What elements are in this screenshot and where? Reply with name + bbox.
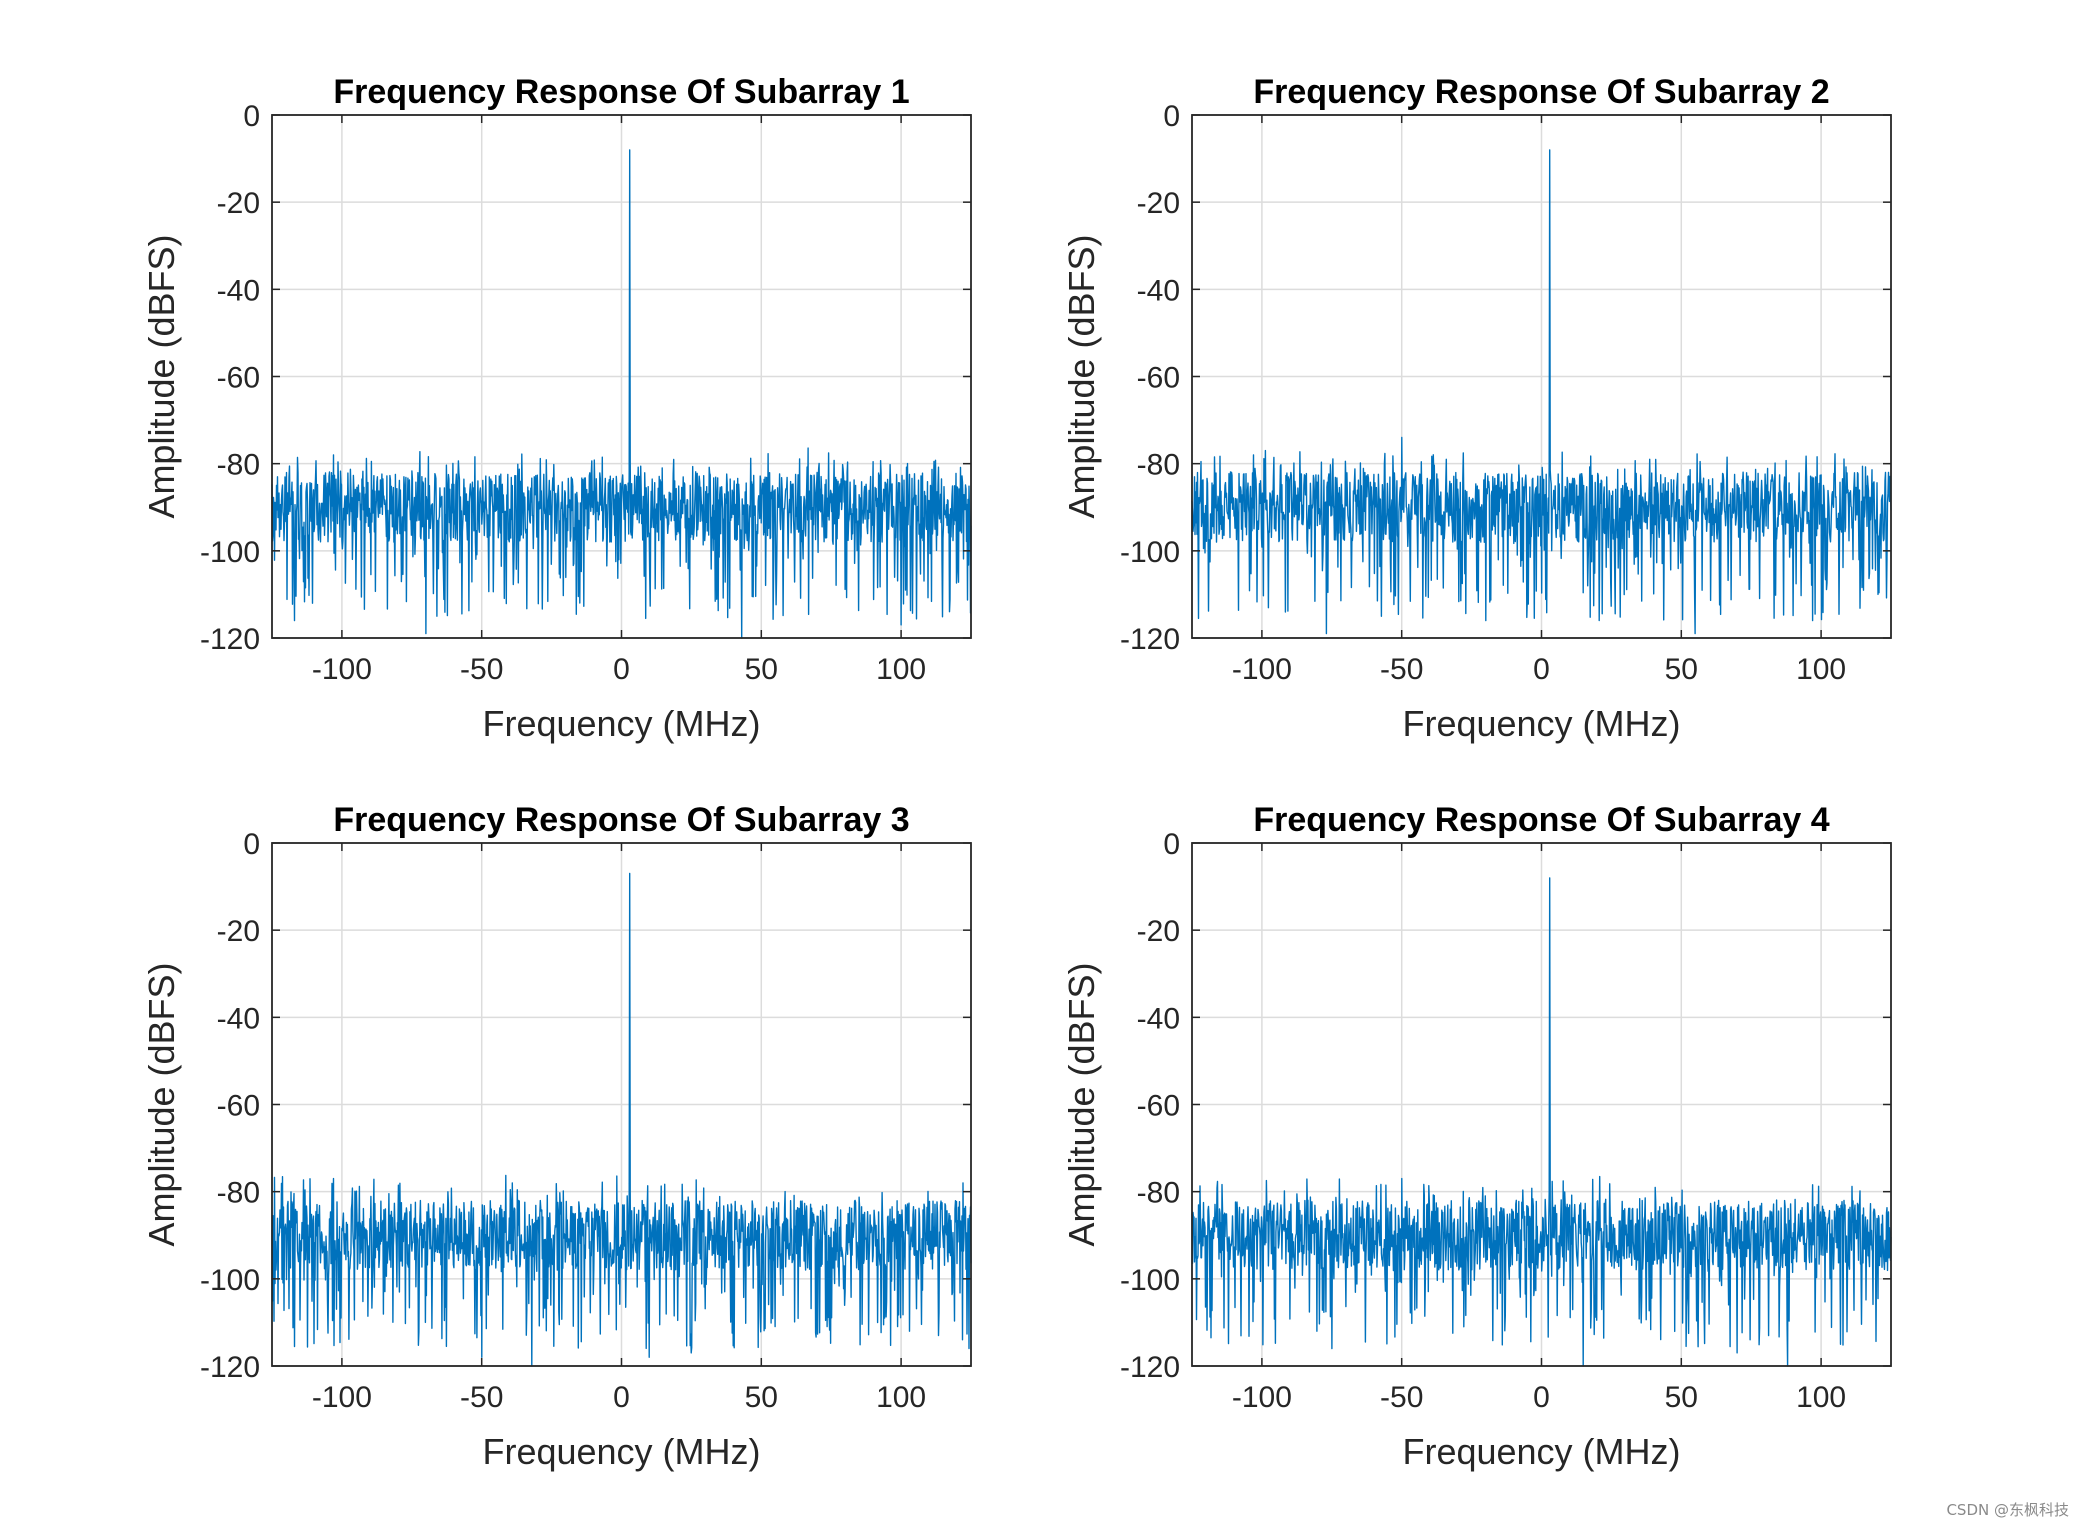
y-tick-label: -20 <box>1137 915 1180 948</box>
series-line <box>1191 149 1892 635</box>
y-tick-label: -60 <box>217 1090 260 1123</box>
y-tick-label: -100 <box>1120 1264 1180 1297</box>
subplot-4: -100 -50 0 50 100 0 -20 -40 -60 -80 -100 -120 Freque… <box>1061 801 1892 1472</box>
x-tick-label: -50 <box>460 1381 503 1414</box>
y-tick-label: -120 <box>200 1351 260 1384</box>
x-tick-label: 0 <box>613 653 630 686</box>
subplot-1: -100 -50 0 50 100 0 -20 -40 -60 -80 -100 -120 Freque… <box>141 73 972 744</box>
y-tick-label: -40 <box>217 274 260 307</box>
x-tick-label: 0 <box>613 1381 630 1414</box>
y-tick-label: -100 <box>200 1264 260 1297</box>
y-tick-label: 0 <box>1163 100 1180 133</box>
y-tick-label: -40 <box>217 1002 260 1035</box>
watermark: CSDN @东枫科技 <box>1946 1501 2069 1519</box>
y-axis-label: Amplitude (dBFS) <box>141 962 182 1246</box>
series-line <box>271 149 972 639</box>
ticks <box>272 114 971 639</box>
y-tick-label: -120 <box>1120 623 1180 656</box>
y-tick-label: -60 <box>1137 1090 1180 1123</box>
ticks <box>1192 114 1891 639</box>
x-axis-label: Frequency (MHz) <box>1402 1431 1680 1472</box>
x-tick-label: 100 <box>876 653 926 686</box>
y-tick-label: -80 <box>217 1177 260 1210</box>
y-tick-label: -20 <box>217 915 260 948</box>
x-tick-label: -50 <box>460 653 503 686</box>
x-tick-label: -100 <box>1232 1381 1292 1414</box>
y-tick-label: -20 <box>1137 187 1180 220</box>
x-tick-label: 100 <box>876 1381 926 1414</box>
x-tick-label: 100 <box>1796 653 1846 686</box>
y-tick-label: 0 <box>243 828 260 861</box>
x-axis-label: Frequency (MHz) <box>482 1431 760 1472</box>
x-tick-label: 50 <box>745 653 778 686</box>
y-tick-label: -80 <box>1137 1177 1180 1210</box>
x-tick-label: 50 <box>1665 1381 1698 1414</box>
y-tick-label: -40 <box>1137 274 1180 307</box>
y-tick-label: -80 <box>1137 449 1180 482</box>
y-tick-label: -120 <box>1120 1351 1180 1384</box>
x-tick-label: -50 <box>1380 653 1423 686</box>
x-tick-label: 0 <box>1533 653 1550 686</box>
x-tick-label: -50 <box>1380 1381 1423 1414</box>
x-axis-label: Frequency (MHz) <box>1402 703 1680 744</box>
y-tick-label: -60 <box>217 362 260 395</box>
series-line <box>271 872 972 1367</box>
x-tick-label: 50 <box>1665 653 1698 686</box>
chart-title: Frequency Response Of Subarray 1 <box>333 73 909 111</box>
x-axis-label: Frequency (MHz) <box>482 703 760 744</box>
y-tick-label: -100 <box>1120 536 1180 569</box>
y-axis-label: Amplitude (dBFS) <box>1061 962 1102 1246</box>
x-tick-label: 50 <box>745 1381 778 1414</box>
x-tick-label: -100 <box>1232 653 1292 686</box>
x-tick-label: 100 <box>1796 1381 1846 1414</box>
subplot-2: -100 -50 0 50 100 0 -20 -40 -60 -80 -100 -120 Freque… <box>1061 73 1892 744</box>
ticks <box>1192 842 1891 1367</box>
y-tick-label: -120 <box>200 623 260 656</box>
y-tick-label: 0 <box>243 100 260 133</box>
subplot-3: -100 -50 0 50 100 0 -20 -40 -60 -80 -100 -120 Freque… <box>141 801 972 1472</box>
x-tick-label: 0 <box>1533 1381 1550 1414</box>
y-axis-label: Amplitude (dBFS) <box>141 234 182 518</box>
y-tick-label: 0 <box>1163 828 1180 861</box>
chart-title: Frequency Response Of Subarray 3 <box>333 801 909 839</box>
y-tick-label: -20 <box>217 187 260 220</box>
series-line <box>1191 877 1892 1367</box>
y-tick-label: -60 <box>1137 362 1180 395</box>
grid <box>1192 842 1891 1367</box>
x-tick-label: -100 <box>312 1381 372 1414</box>
y-tick-label: -100 <box>200 536 260 569</box>
chart-title: Frequency Response Of Subarray 4 <box>1253 801 1829 839</box>
grid <box>272 842 971 1367</box>
y-tick-label: -40 <box>1137 1002 1180 1035</box>
chart-title: Frequency Response Of Subarray 2 <box>1253 73 1829 111</box>
y-axis-label: Amplitude (dBFS) <box>1061 234 1102 518</box>
x-tick-label: -100 <box>312 653 372 686</box>
y-tick-label: -80 <box>217 449 260 482</box>
ticks <box>272 842 971 1367</box>
